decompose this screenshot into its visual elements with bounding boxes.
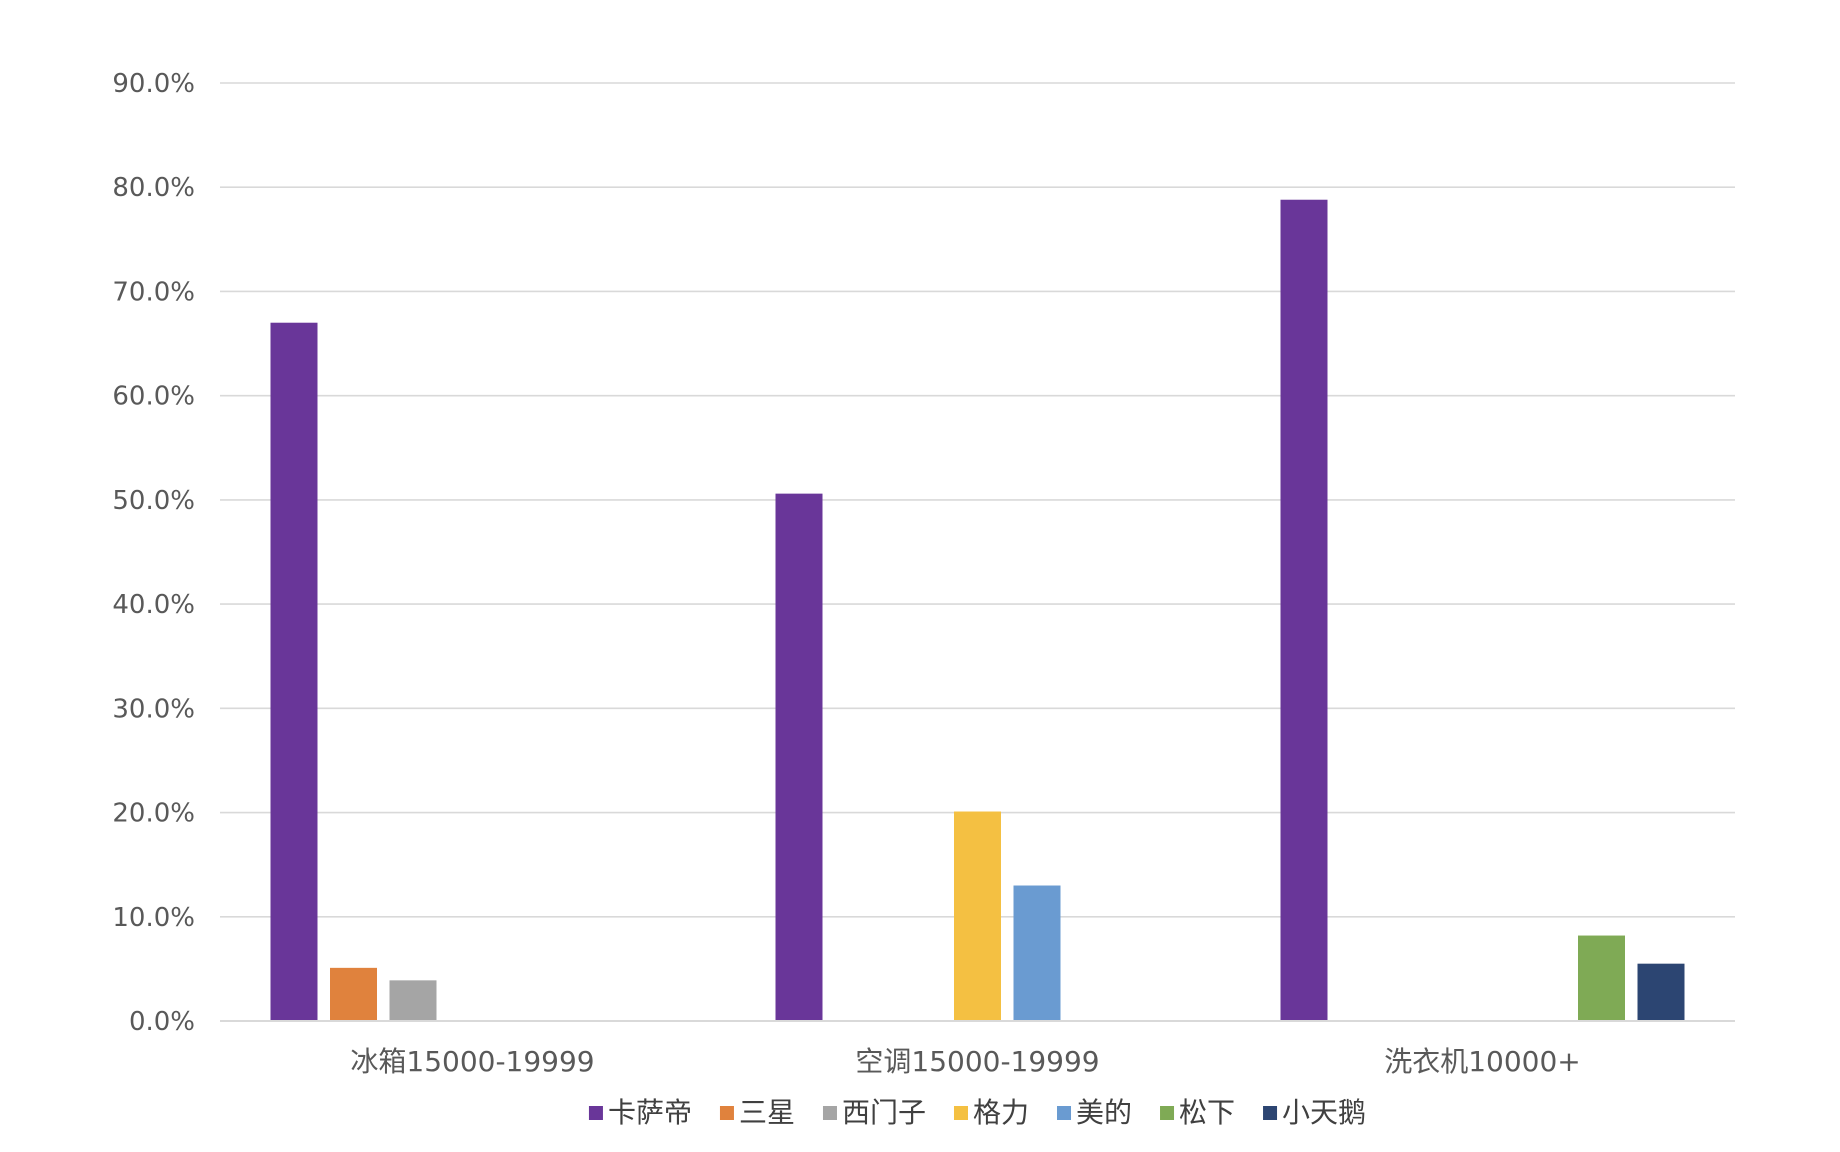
bars: [270, 199, 1685, 1021]
legend-swatch: [1160, 1106, 1175, 1120]
legend-label: 卡萨帝: [608, 1096, 692, 1129]
y-tick-label: 30.0%: [112, 694, 195, 724]
bar-2-cat-1: [330, 967, 377, 1021]
y-tick-label: 40.0%: [112, 590, 195, 620]
bar-1-cat-2: [775, 493, 823, 1021]
bar-4-cat-2: [954, 811, 1001, 1021]
bar-1-cat-1: [270, 322, 318, 1021]
legend-swatch: [822, 1106, 837, 1120]
legend: 卡萨帝 三星 西门子 格力 美的 松下 小天鹅: [588, 1096, 1366, 1129]
legend-item: 三星: [719, 1096, 795, 1129]
legend-label: 格力: [973, 1096, 1029, 1129]
gridlines: [220, 82, 1735, 918]
legend-item: 美的: [1057, 1096, 1132, 1129]
legend-label: 美的: [1076, 1096, 1132, 1129]
y-tick-label: 80.0%: [112, 173, 195, 203]
legend-item: 卡萨帝: [588, 1096, 692, 1129]
legend-swatch: [719, 1106, 734, 1120]
bar-7-cat-3: [1637, 963, 1685, 1021]
legend-item: 松下: [1160, 1096, 1235, 1129]
y-axis-ticks: 0.0% 10.0% 20.0% 30.0% 40.0% 50.0% 60.0% 70.0% 8…: [112, 69, 195, 1037]
y-tick-label: 50.0%: [112, 486, 195, 516]
legend-item: 西门子: [822, 1096, 926, 1129]
y-tick-label: 10.0%: [112, 903, 195, 933]
category-labels: 冰箱15000-19999 空调15000-19999 洗衣机10000+: [350, 1045, 1580, 1078]
legend-swatch: [1057, 1106, 1072, 1120]
y-tick-label: 0.0%: [129, 1007, 195, 1037]
bar-6-cat-3: [1578, 935, 1625, 1021]
legend-label: 小天鹅: [1282, 1096, 1366, 1129]
category-label: 冰箱15000-19999: [350, 1045, 594, 1078]
category-label: 洗衣机10000+: [1384, 1045, 1581, 1078]
legend-item: 小天鹅: [1263, 1096, 1366, 1129]
legend-label: 西门子: [842, 1096, 926, 1129]
y-tick-label: 20.0%: [112, 799, 195, 829]
bar-5-cat-2: [1013, 885, 1061, 1021]
y-tick-label: 70.0%: [112, 277, 195, 307]
legend-swatch: [1263, 1106, 1278, 1120]
legend-swatch: [588, 1106, 603, 1120]
bar-3-cat-1: [389, 980, 437, 1021]
y-tick-label: 60.0%: [112, 382, 195, 412]
legend-swatch: [953, 1106, 968, 1120]
legend-label: 松下: [1179, 1096, 1235, 1129]
legend-item: 格力: [953, 1096, 1029, 1129]
category-label: 空调15000-19999: [855, 1045, 1099, 1078]
y-tick-label: 90.0%: [112, 69, 195, 99]
legend-label: 三星: [739, 1096, 795, 1129]
bar-1-cat-3: [1280, 199, 1328, 1021]
